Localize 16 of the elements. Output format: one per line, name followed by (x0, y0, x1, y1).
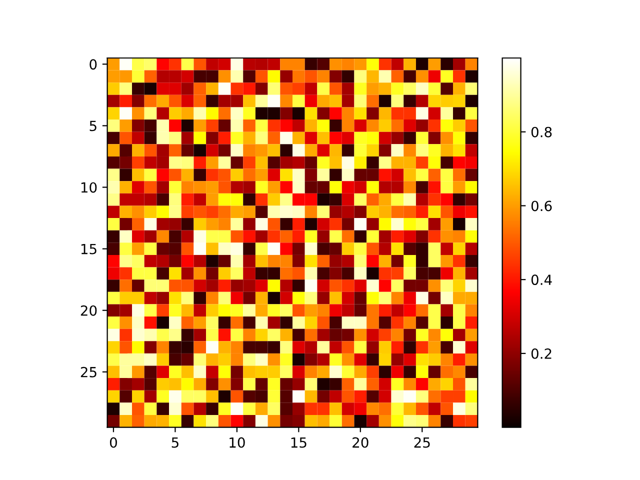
y-tick-label: 5 (90, 120, 96, 132)
x-tick-label: 5 (172, 437, 178, 448)
x-tick-label: 15 (291, 437, 306, 448)
y-tick-label: 10 (81, 182, 97, 193)
y-tick-label: 20 (80, 305, 97, 316)
x-tick-label: 0 (110, 437, 117, 448)
color-bar-label: 0.8 (531, 126, 552, 138)
x-tick-label: 25 (414, 437, 430, 448)
color-bar-label: 0.6 (531, 200, 552, 212)
y-tick-label: 25 (80, 366, 96, 378)
x-tick-label: 10 (230, 437, 245, 448)
color-bar-label: 0.4 (531, 274, 552, 286)
y-tick-label: 15 (81, 244, 96, 254)
color-bar-label: 0.2 (531, 348, 552, 359)
x-tick-label: 20 (352, 437, 368, 448)
y-tick-label: 0 (90, 59, 97, 70)
